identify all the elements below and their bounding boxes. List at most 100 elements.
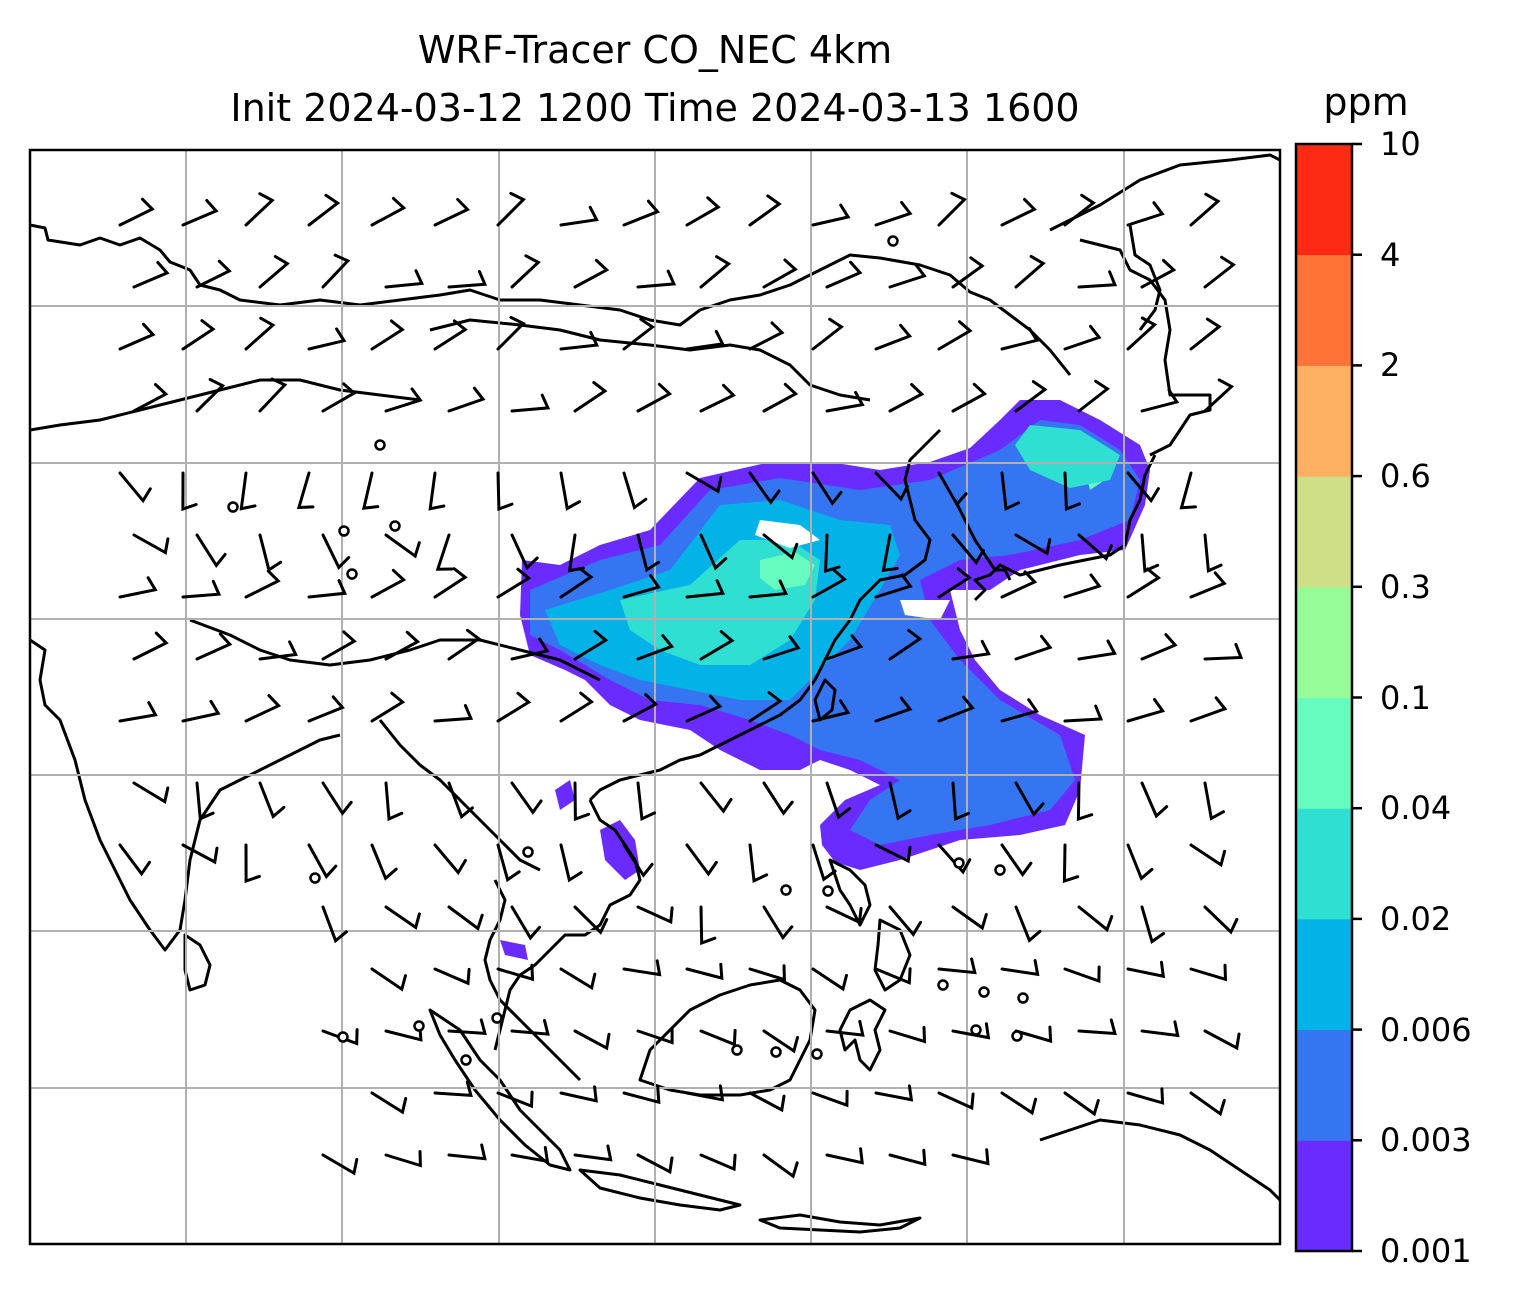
wind-barb: [447, 781, 474, 820]
wind-barb: [937, 957, 977, 975]
wind-barb: [811, 1089, 849, 1108]
calm-wind-marker: [937, 979, 949, 991]
wind-barb: [1140, 533, 1160, 574]
wind-barb: [1203, 533, 1223, 574]
wind-barb: [1203, 781, 1225, 821]
wind-barb: [244, 843, 261, 884]
wind-barb: [622, 199, 661, 227]
wind-barb: [1203, 642, 1244, 661]
wind-barb: [825, 1147, 864, 1165]
wind-barb: [384, 905, 421, 930]
wind-barb: [762, 533, 799, 560]
wind-barb: [1203, 905, 1239, 935]
wind-barb: [573, 905, 609, 935]
wind-barb: [937, 695, 975, 723]
wind-barb: [370, 691, 406, 723]
wind-barb: [307, 327, 347, 351]
coastline-japan: [973, 454, 1157, 602]
wind-barb: [433, 843, 467, 876]
wind-barb: [824, 533, 841, 574]
colorbar-bin: [1296, 1029, 1352, 1141]
calm-wind-marker: [227, 501, 239, 513]
calm-wind-marker: [309, 872, 321, 884]
wind-barb: [685, 329, 725, 351]
wind-barb: [762, 1029, 799, 1054]
wind-barb: [888, 905, 922, 937]
wind-barb: [636, 269, 677, 289]
wind-barb: [447, 270, 488, 289]
wind-barb: [1014, 781, 1045, 817]
wind-barb: [699, 1153, 737, 1172]
colorbar-tick-label: 0.1: [1380, 678, 1431, 717]
wind-barb: [181, 199, 219, 227]
wind-barb: [244, 192, 275, 227]
wind-barb: [825, 781, 852, 820]
calm-wind-marker: [389, 520, 401, 532]
coastlines: [30, 153, 1280, 1234]
wind-barb: [748, 691, 783, 723]
colorbar-tick-label: 0.003: [1380, 1121, 1472, 1160]
calm-wind-marker: [994, 864, 1006, 876]
wind-barb: [1189, 843, 1227, 868]
wind-barb: [937, 843, 972, 875]
wind-barb: [1063, 1091, 1100, 1117]
wind-barb: [1014, 634, 1053, 661]
colorbar-bin: [1296, 144, 1352, 256]
wind-barb: [1000, 1091, 1038, 1116]
wind-barb: [433, 567, 468, 599]
map-frame: [28, 148, 1282, 1246]
wind-barb: [1189, 317, 1222, 351]
wind-barb: [699, 630, 735, 661]
wind-barb: [573, 381, 608, 413]
wind-barb: [559, 471, 581, 511]
wind-barb: [811, 203, 851, 227]
wind-barb: [496, 691, 532, 723]
wind-barb: [951, 639, 991, 661]
wind-barb: [888, 263, 927, 289]
wind-barb: [384, 269, 425, 289]
wind-barb: [1076, 781, 1094, 822]
wind-barb: [1063, 704, 1104, 723]
wind-barb: [447, 628, 482, 661]
coastline-china-east: [588, 428, 942, 802]
wind-barb: [559, 567, 594, 599]
map-title-line1: WRF-Tracer CO_NEC 4km: [417, 28, 893, 72]
colorbar-bin: [1296, 697, 1352, 809]
wind-barb: [239, 471, 257, 511]
colorbar-tick-label: 0.02: [1380, 899, 1452, 938]
wind-barb: [685, 471, 723, 494]
wind-barb: [1140, 905, 1165, 945]
wind-barb: [762, 635, 801, 661]
wind-barb: [699, 781, 733, 814]
wind-barb: [573, 629, 609, 661]
wind-barb: [244, 316, 276, 351]
wind-barb: [748, 1091, 786, 1113]
wind-barb: [1189, 192, 1221, 227]
wind-barb: [748, 194, 782, 227]
wind-barb: [685, 1084, 725, 1102]
calm-wind-marker: [491, 1012, 503, 1024]
colorbar-bin: [1296, 1140, 1352, 1252]
wind-barb: [1077, 379, 1110, 413]
wind-barb: [370, 568, 407, 599]
wind-barb: [699, 255, 732, 289]
calm-wind-marker: [1017, 992, 1029, 1004]
calm-wind-marker: [887, 235, 899, 247]
wind-barb: [370, 843, 398, 881]
wind-barb: [1014, 254, 1046, 289]
wind-barb: [1000, 471, 1021, 512]
wind-barb: [685, 962, 724, 981]
wind-barb: [685, 843, 718, 877]
calm-wind-marker: [337, 1031, 349, 1043]
wind-barb: [622, 574, 662, 599]
wind-barb: [384, 387, 423, 413]
wind-barb: [1140, 388, 1180, 413]
colorbar-bin: [1296, 476, 1352, 588]
border-china-west: [189, 618, 601, 682]
wind-barb: [951, 256, 985, 289]
coastline-sakhalin: [1128, 224, 1162, 331]
wind-barb: [699, 383, 736, 413]
wind-barb: [881, 533, 899, 573]
wind-barb: [510, 254, 541, 289]
